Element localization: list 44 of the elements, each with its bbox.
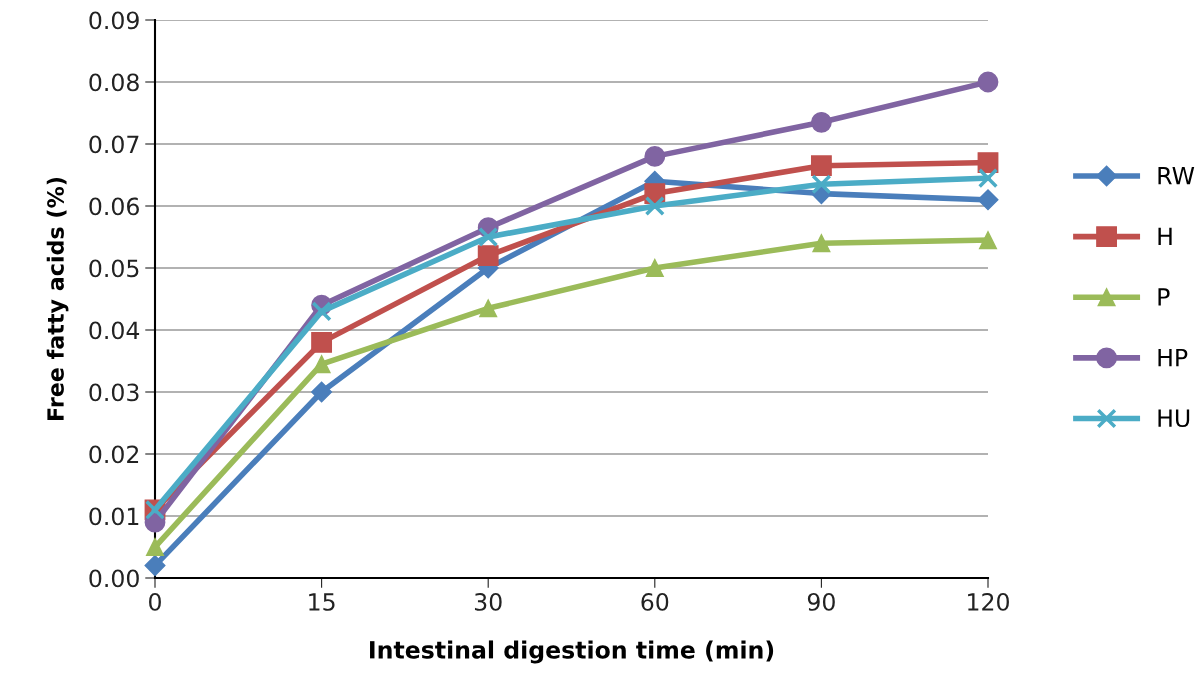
x-tick-label: 90 <box>807 593 835 611</box>
y-tick-label: 0.01 <box>89 507 139 526</box>
legend-label: P <box>1158 288 1170 306</box>
point <box>311 331 333 353</box>
point <box>977 168 999 189</box>
point <box>978 231 998 250</box>
point <box>645 258 664 278</box>
y-tick-label: 0.04 <box>89 321 140 340</box>
y-axis-title: Free fatty acids (%) <box>46 177 69 420</box>
point <box>810 155 832 177</box>
legend-label: HP <box>1158 348 1188 367</box>
point <box>811 174 832 195</box>
x-axis-title: Intestinal digestion time (min) <box>370 640 774 664</box>
point <box>644 195 665 217</box>
y-tick-label: 0.05 <box>89 259 139 278</box>
point <box>478 226 499 248</box>
x-tick-label: 60 <box>641 593 669 611</box>
point <box>810 111 832 133</box>
y-tick-label: 0.00 <box>89 569 139 588</box>
legend-label: RW <box>1158 167 1195 185</box>
point <box>144 555 166 577</box>
x-tick-label: 120 <box>968 593 1009 611</box>
point <box>311 301 332 322</box>
y-tick-label: 0.03 <box>89 383 139 402</box>
point <box>977 189 999 211</box>
y-tick-label: 0.06 <box>89 197 139 216</box>
y-tick-label: 0.07 <box>89 135 139 154</box>
point <box>312 355 331 374</box>
point <box>977 71 999 93</box>
y-tick-label: 0.02 <box>89 445 139 464</box>
legend-label: HU <box>1158 409 1190 428</box>
x-tick-label: 15 <box>309 593 335 611</box>
x-tick-label: 30 <box>474 593 502 611</box>
point <box>145 537 165 557</box>
x-tick-label: 0 <box>149 593 161 611</box>
point <box>977 152 999 174</box>
point <box>477 245 499 267</box>
point <box>311 381 333 403</box>
point <box>644 145 666 167</box>
legend-label: H <box>1158 227 1172 245</box>
y-tick-label: 0.08 <box>89 73 139 92</box>
y-tick-label: 0.09 <box>89 11 139 30</box>
point <box>812 234 831 253</box>
point <box>479 299 498 318</box>
